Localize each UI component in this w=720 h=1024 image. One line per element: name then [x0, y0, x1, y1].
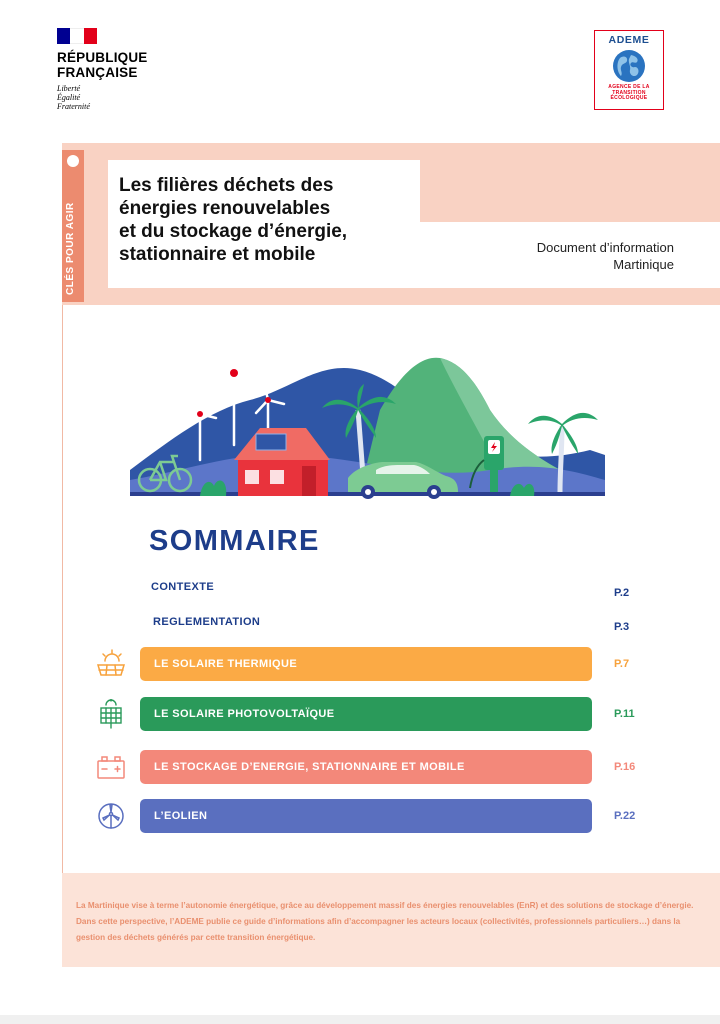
region-name: Martinique [613, 257, 674, 272]
palm-tree-icon [528, 412, 598, 493]
key-icon [67, 155, 79, 167]
toc-page-solaire-thermique: P.7 [614, 658, 630, 670]
document-type-box: Document d’information Martinique [420, 222, 720, 288]
ademe-subtitle: AGENCE DE LA TRANSITION ÉCOLOGIQUE [608, 84, 650, 101]
toc-page-solaire-photovoltaique: P.11 [614, 708, 635, 720]
electric-car-icon [348, 462, 458, 499]
intro-footer: La Martinique vise à terme l’autonomie é… [62, 873, 720, 967]
toc-section-stockage[interactable]: LE STOCKAGE D’ENERGIE, STATIONNAIRE ET M… [95, 750, 655, 784]
marianne-flag-icon [57, 28, 97, 44]
republic-motto: Liberté Égalité Fraternité [57, 84, 90, 111]
toc-item-reglementation[interactable]: REGLEMENTATION [153, 616, 261, 628]
toc-item-contexte[interactable]: CONTEXTE [151, 581, 215, 593]
toc-section-solaire-photovoltaique[interactable]: LE SOLAIRE PHOTOVOLTAÏQUE P.11 [95, 697, 655, 731]
side-label-strip: CLÉS POUR AGIR [62, 150, 84, 302]
renewable-energy-illustration [130, 346, 605, 499]
toc-page-reglementation: P.3 [614, 621, 630, 633]
side-label: CLÉS POUR AGIR [65, 202, 76, 295]
document-type: Document d’information [536, 240, 674, 255]
globe-icon [613, 50, 645, 82]
toc-bar-solaire-thermique[interactable]: LE SOLAIRE THERMIQUE [140, 647, 592, 681]
sommaire-heading: SOMMAIRE [149, 525, 320, 557]
toc-bar-stockage[interactable]: LE STOCKAGE D’ENERGIE, STATIONNAIRE ET M… [140, 750, 592, 784]
republic-name: RÉPUBLIQUE FRANÇAISE [57, 50, 148, 80]
toc-page-eolien: P.22 [614, 810, 636, 822]
toc-section-solaire-thermique[interactable]: LE SOLAIRE THERMIQUE P.7 [95, 647, 655, 681]
toc-bar-eolien[interactable]: L’EOLIEN [140, 799, 592, 833]
intro-text: La Martinique vise à terme l’autonomie é… [76, 901, 694, 942]
page-bottom-edge [0, 1015, 720, 1024]
solar-thermal-icon [96, 649, 126, 676]
solar-panel-icon [100, 699, 122, 729]
bicycle-icon [137, 454, 193, 493]
ademe-logo: ADEME AGENCE DE LA TRANSITION ÉCOLOGIQUE [594, 30, 664, 110]
toc-bar-solaire-photovoltaique[interactable]: LE SOLAIRE PHOTOVOLTAÏQUE [140, 697, 592, 731]
wind-turbine-icon [98, 803, 124, 829]
battery-icon [97, 756, 125, 779]
toc-section-eolien[interactable]: L’EOLIEN P.22 [95, 799, 655, 833]
charging-station-icon [469, 436, 504, 492]
toc-page-stockage: P.16 [614, 761, 636, 773]
toc-page-contexte: P.2 [614, 587, 630, 599]
house-icon [234, 428, 330, 496]
republique-francaise-logo: RÉPUBLIQUE FRANÇAISE Liberté Égalité Fra… [57, 28, 177, 111]
left-border-line [62, 305, 63, 873]
document-title: Les filières déchets des énergies renouv… [108, 160, 420, 288]
